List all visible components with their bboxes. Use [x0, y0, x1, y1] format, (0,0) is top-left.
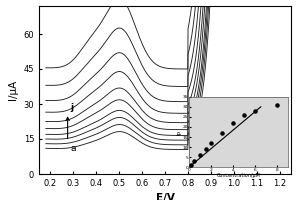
Text: j: j [70, 103, 74, 112]
X-axis label: E/V: E/V [156, 193, 174, 200]
Y-axis label: I/μA: I/μA [8, 80, 18, 100]
Text: a: a [70, 144, 76, 153]
